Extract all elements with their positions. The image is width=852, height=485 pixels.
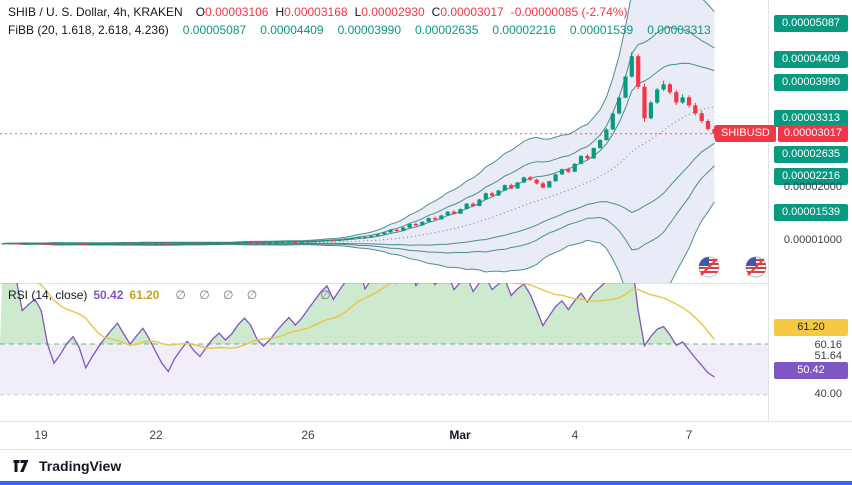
rsi-legend: RSI (14, close) 50.42 61.20 ∅ ∅ ∅ ∅ ∅ xyxy=(8,288,331,302)
rsi-ma-value: 61.20 xyxy=(129,288,160,302)
fibb-level-badge: 0.00001539 xyxy=(774,204,848,221)
fibb-level-badge: 0.00003313 xyxy=(774,110,848,127)
tradingview-logo-text: TradingView xyxy=(39,457,122,474)
price-axis-divider[interactable] xyxy=(768,0,769,449)
fibb-upper2-value: 0.00004409 xyxy=(260,23,324,37)
fibb-level-badge: 0.00002635 xyxy=(774,146,848,163)
chart-canvas[interactable] xyxy=(0,0,768,449)
change-value: -0.00000085 (-2.74%) xyxy=(510,5,628,19)
event-flags-row xyxy=(697,255,768,279)
chart-svg xyxy=(0,0,768,396)
fibb-level-badge: 0.00004409 xyxy=(774,51,848,68)
time-tick-26: 26 xyxy=(301,428,315,442)
rsi-tick-label: 40.00 xyxy=(814,388,842,400)
time-tick-19: 19 xyxy=(34,428,48,442)
tradingview-logo[interactable]: TradingView xyxy=(10,458,121,474)
time-tick-mar: Mar xyxy=(449,428,471,442)
fibb-upper1-value: 0.00003990 xyxy=(337,23,401,37)
low-value: 0.00002930 xyxy=(361,5,425,19)
symbol-name-badge: SHIBUSD xyxy=(714,125,776,142)
fibb-legend: FiBB (20, 1.618, 2.618, 4.236) 0.0000508… xyxy=(8,23,711,37)
footer-bar: TradingView xyxy=(0,449,852,481)
close-value: 0.00003017 xyxy=(440,5,504,19)
us-flag-events-icon-2[interactable] xyxy=(744,255,768,279)
low-label: L xyxy=(354,5,362,19)
high-value: 0.00003168 xyxy=(284,5,348,19)
fibb-level-badge: 0.00003990 xyxy=(774,74,848,91)
rsi-empty-value-extra: ∅ xyxy=(320,288,331,302)
time-tick-22: 22 xyxy=(149,428,163,442)
time-tick-4: 4 xyxy=(571,428,579,442)
rsi-value-badge: 50.42 xyxy=(774,362,848,379)
open-label: O xyxy=(195,5,206,19)
rsi-empty-values: ∅ ∅ ∅ ∅ xyxy=(175,288,263,302)
rsi-tick-label: 60.16 xyxy=(814,339,842,351)
last-price-value: 0.00003017 xyxy=(777,125,848,142)
rsi-value-badge: 61.20 xyxy=(774,319,848,336)
fibb-indicator-title[interactable]: FiBB (20, 1.618, 2.618, 4.236) xyxy=(8,23,169,37)
time-tick-7: 7 xyxy=(685,428,693,442)
tradingview-logo-icon xyxy=(13,459,29,472)
price-tick-label: 0.00001000 xyxy=(783,234,842,246)
high-label: H xyxy=(275,5,285,19)
price-tick-label: 0.00002000 xyxy=(783,181,842,193)
fibb-level-badge: 0.00002216 xyxy=(774,168,848,185)
fibb-upper3-value: 0.00005087 xyxy=(182,23,247,37)
symbol-title[interactable]: SHIB / U. S. Dollar, 4h, KRAKEN xyxy=(8,5,183,19)
symbol-legend: SHIB / U. S. Dollar, 4h, KRAKEN O 0.0000… xyxy=(8,5,627,19)
rsi-tick-label: 51.64 xyxy=(814,350,842,362)
open-value: 0.00003106 xyxy=(205,5,269,19)
ohlc-readout: O 0.00003106 H 0.00003168 L 0.00002930 C… xyxy=(189,5,628,19)
us-flag-events-icon[interactable] xyxy=(697,255,721,279)
fibb-lower1-value: 0.00002635 xyxy=(415,23,479,37)
last-price-badge: SHIBUSD 0.00003017 xyxy=(714,125,848,142)
rsi-pane xyxy=(0,283,768,396)
fibb-lower3-value: 0.00001539 xyxy=(569,23,634,37)
price-pane xyxy=(0,0,768,283)
bottom-accent-bar xyxy=(0,481,852,485)
fibb-basis-value: 0.00003313 xyxy=(647,23,711,37)
close-label: C xyxy=(431,5,441,19)
time-axis[interactable]: 19 22 26 Mar 4 7 xyxy=(0,421,852,449)
fibb-level-badge: 0.00005087 xyxy=(774,15,848,32)
fibb-lower2-value: 0.00002216 xyxy=(492,23,556,37)
rsi-value: 50.42 xyxy=(93,288,124,302)
rsi-indicator-title[interactable]: RSI (14, close) xyxy=(8,288,88,302)
